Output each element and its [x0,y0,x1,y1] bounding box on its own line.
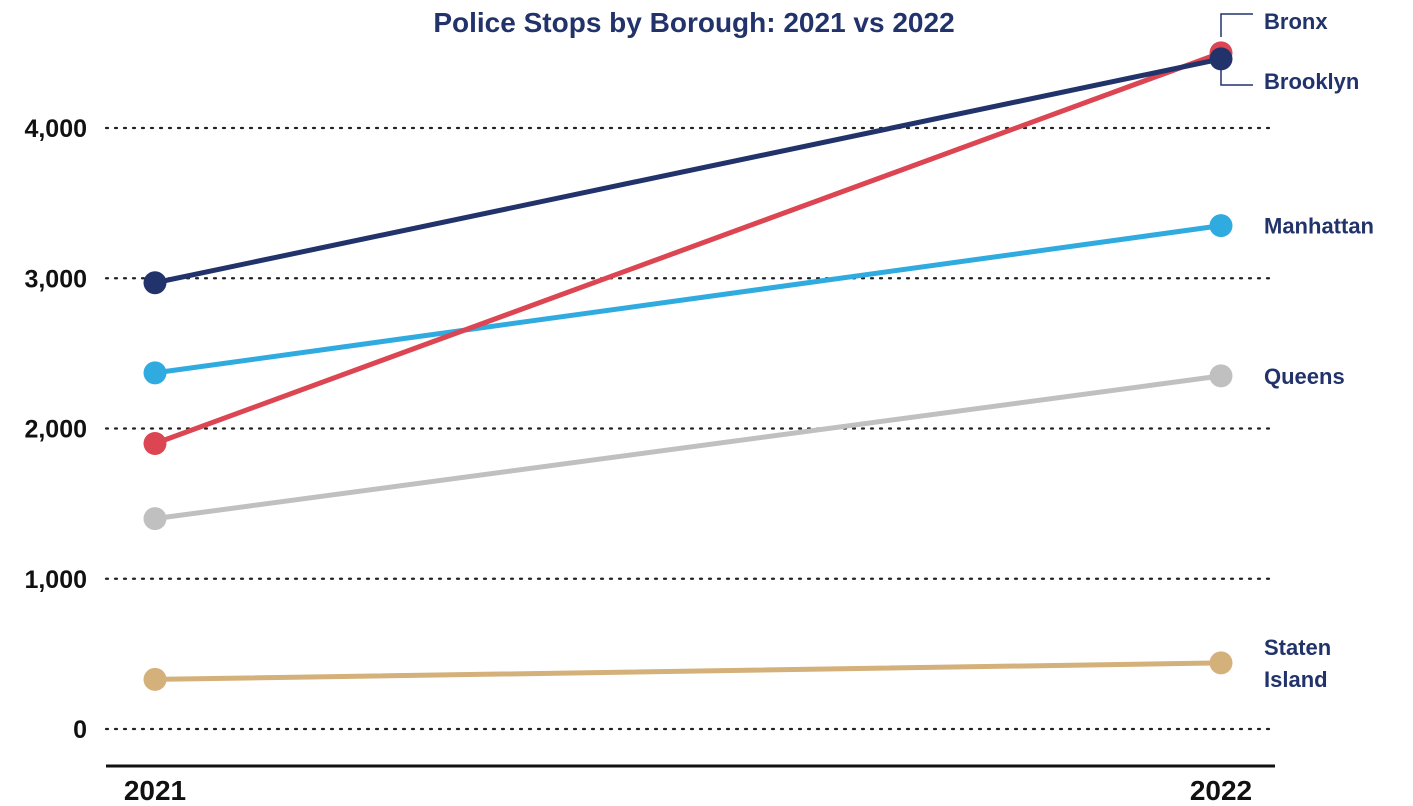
y-axis-ticks: 0 1,000 2,000 3,000 4,000 [24,115,87,744]
y-tick-label: 0 [73,716,87,744]
series-points [143,41,1233,691]
data-point-bronx-2021 [143,432,167,456]
data-point-brooklyn-2022 [1209,47,1233,71]
series-line-staten-island [152,660,1224,682]
series-label-brooklyn: Brooklyn [1264,69,1359,94]
chart-title: Police Stops by Borough: 2021 vs 2022 [433,7,954,38]
series-label-staten-island: Staten Island [1264,635,1331,692]
y-tick-label: 1,000 [24,566,87,594]
series-label-line: Queens [1264,364,1345,389]
series-line-manhattan [152,223,1224,376]
series-label-queens: Queens [1264,364,1345,389]
x-tick-label-2021: 2021 [124,775,186,806]
series-label-line: Staten [1264,635,1331,660]
series-label-line: Manhattan [1264,214,1374,239]
data-point-staten-island-2022 [1209,651,1233,675]
series-line-queens [152,373,1224,522]
leader-line-bronx [1220,13,1253,37]
series-labels: Staten Island Queens Manhattan Bronx Brooklyn [1220,9,1374,692]
series-label-line: Island [1264,667,1328,692]
series-lines [152,50,1224,682]
gridlines [104,126,1277,731]
series-label-bronx: Bronx [1264,9,1328,34]
data-point-brooklyn-2021 [143,271,167,295]
series-label-manhattan: Manhattan [1264,214,1374,239]
data-point-manhattan-2022 [1209,214,1233,238]
data-point-staten-island-2021 [143,667,167,691]
series-line-brooklyn [152,56,1224,286]
data-point-manhattan-2021 [143,361,167,385]
x-axis-ticks: 2021 2022 [124,775,1252,806]
data-point-queens-2022 [1209,364,1233,388]
data-point-queens-2021 [143,507,167,531]
y-tick-label: 2,000 [24,416,87,444]
series-line-bronx [152,50,1224,447]
y-tick-label: 4,000 [24,115,87,143]
series-label-line: Brooklyn [1264,69,1359,94]
x-tick-label-2022: 2022 [1190,775,1252,806]
leader-line-brooklyn [1220,68,1253,86]
y-tick-label: 3,000 [24,265,87,293]
series-label-line: Bronx [1264,9,1328,34]
